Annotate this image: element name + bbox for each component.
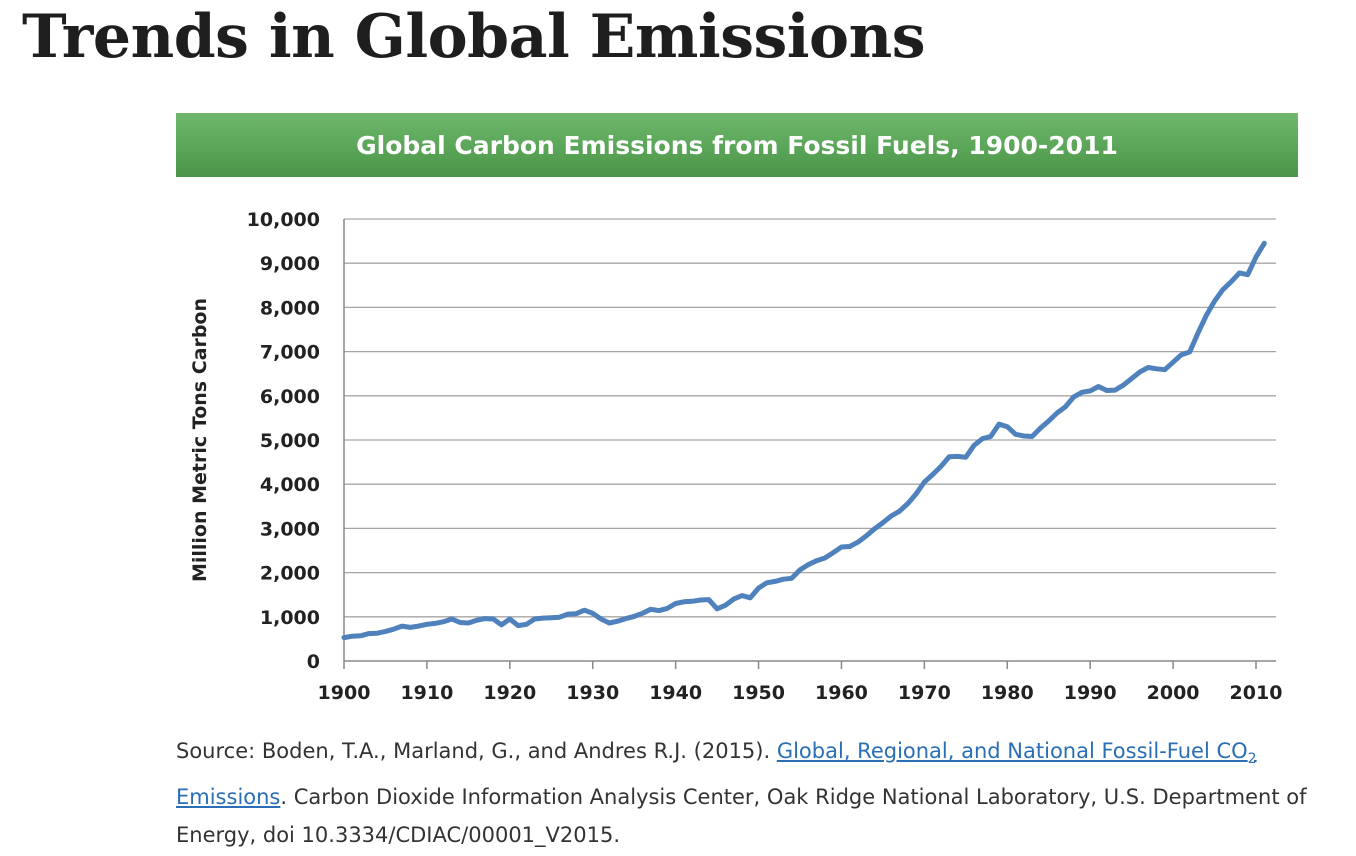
chart-title-banner: Global Carbon Emissions from Fossil Fuel…: [176, 113, 1298, 177]
page-title: Trends in Global Emissions: [22, 2, 925, 72]
x-tick-label: 2010: [1230, 682, 1283, 704]
x-tick-label: 1980: [981, 682, 1034, 704]
x-tick-label: 1900: [318, 682, 371, 704]
x-tick-label: 1990: [1064, 682, 1117, 704]
y-tick-label: 8,000: [260, 297, 320, 319]
x-tick-label: 1930: [566, 682, 619, 704]
emissions-series-line: [341, 240, 1267, 641]
x-tick-label: 1970: [898, 682, 951, 704]
source-citation: Source: Boden, T.A., Marland, G., and An…: [176, 732, 1316, 854]
y-tick-label: 2,000: [260, 563, 320, 585]
y-tick-label: 5,000: [260, 430, 320, 452]
y-tick-label: 9,000: [260, 253, 320, 275]
x-tick-label: 1910: [400, 682, 453, 704]
x-tick-label: 1950: [732, 682, 785, 704]
x-tick-label: 1920: [483, 682, 536, 704]
chart-title: Global Carbon Emissions from Fossil Fuel…: [356, 130, 1118, 160]
source-link[interactable]: Global, Regional, and National Fossil-Fu…: [176, 739, 1257, 810]
x-tick-label: 1960: [815, 682, 868, 704]
y-tick-label: 1,000: [260, 607, 320, 629]
y-tick-label: 10,000: [247, 209, 320, 231]
x-tick-label: 1940: [649, 682, 702, 704]
y-tick-label: 0: [307, 651, 320, 673]
y-tick-label: 4,000: [260, 474, 320, 496]
y-tick-label: 3,000: [260, 518, 320, 540]
y-tick-label: 6,000: [260, 386, 320, 408]
y-tick-label: 7,000: [260, 342, 320, 364]
source-suffix: . Carbon Dioxide Information Analysis Ce…: [176, 785, 1307, 848]
emissions-line-chart: 0 1,000 2,000 3,000 4,000 5,000 6,000 7,000 8,00…: [189, 209, 1283, 704]
source-prefix: Source: Boden, T.A., Marland, G., and An…: [176, 739, 777, 763]
y-axis-title: Million Metric Tons Carbon: [189, 298, 211, 582]
x-tick-label: 2000: [1147, 682, 1200, 704]
